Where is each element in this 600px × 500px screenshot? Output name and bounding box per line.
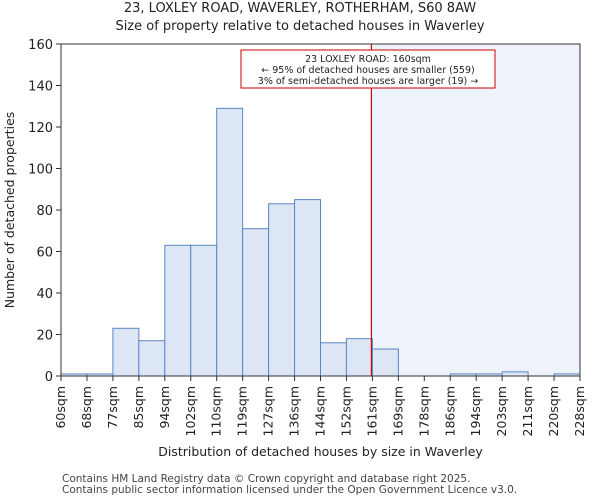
x-tick-label: 60sqm [53, 386, 68, 429]
annotation-line-1: 23 LOXLEY ROAD: 160sqm [305, 54, 431, 65]
x-tick-label: 110sqm [209, 386, 224, 436]
x-tick-label: 211sqm [520, 386, 535, 436]
y-tick-label: 160 [28, 38, 53, 53]
footer-copyright: Contains HM Land Registry data © Crown c… [62, 473, 471, 485]
x-tick-label: 194sqm [468, 386, 483, 436]
x-tick-label: 102sqm [183, 386, 198, 436]
x-tick-label: 178sqm [416, 386, 431, 436]
chart-subtitle: Size of property relative to detached ho… [115, 19, 485, 34]
x-tick-label: 203sqm [494, 386, 509, 436]
bar-144sqm [320, 342, 347, 377]
bar-102sqm [190, 244, 218, 377]
x-tick-label: 161sqm [364, 386, 379, 436]
x-tick-label: 127sqm [261, 386, 276, 436]
bar-94sqm [164, 244, 192, 377]
y-tick-label: 0 [45, 370, 53, 385]
footer-licence: Contains public sector information licen… [62, 484, 518, 496]
x-tick-label: 186sqm [442, 386, 457, 436]
bar-203sqm [501, 371, 529, 377]
y-axis-label: Number of detached properties [2, 112, 17, 309]
y-tick-label: 140 [28, 80, 53, 95]
x-tick-label: 77sqm [105, 386, 120, 429]
x-axis-label: Distribution of detached houses by size … [158, 444, 483, 459]
bar-110sqm [216, 107, 244, 377]
x-tick-label: 152sqm [338, 386, 353, 436]
x-tick-label: 119sqm [235, 386, 250, 436]
annotation-box [240, 49, 496, 89]
y-tick-label: 100 [28, 163, 53, 178]
y-tick-label: 80 [36, 204, 53, 219]
x-tick-label: 94sqm [157, 386, 172, 429]
y-tick-label: 40 [36, 287, 53, 302]
x-tick-label: 144sqm [313, 386, 328, 436]
x-tick-label: 220sqm [546, 386, 561, 436]
x-tick-label: 228sqm [572, 386, 587, 436]
y-tick-label: 60 [36, 246, 53, 261]
bar-77sqm [112, 327, 140, 377]
bar-85sqm [138, 340, 166, 377]
y-tick-label: 120 [28, 121, 53, 136]
bar-161sqm [371, 348, 399, 377]
bar-119sqm [242, 228, 270, 377]
chart-title: 23, LOXLEY ROAD, WAVERLEY, ROTHERHAM, S6… [123, 1, 477, 16]
annotation-line-3: 3% of semi-detached houses are larger (1… [258, 76, 478, 87]
x-tick-label: 68sqm [79, 386, 94, 429]
y-tick-label: 20 [36, 329, 53, 344]
x-tick-label: 169sqm [390, 386, 405, 436]
bar-136sqm [294, 199, 321, 377]
x-tick-label: 136sqm [287, 386, 302, 436]
highlight-region [371, 44, 580, 376]
x-tick-label: 85sqm [131, 386, 146, 429]
bar-127sqm [268, 203, 296, 377]
bar-152sqm [345, 338, 373, 377]
annotation-line-2: ← 95% of detached houses are smaller (55… [261, 65, 474, 76]
